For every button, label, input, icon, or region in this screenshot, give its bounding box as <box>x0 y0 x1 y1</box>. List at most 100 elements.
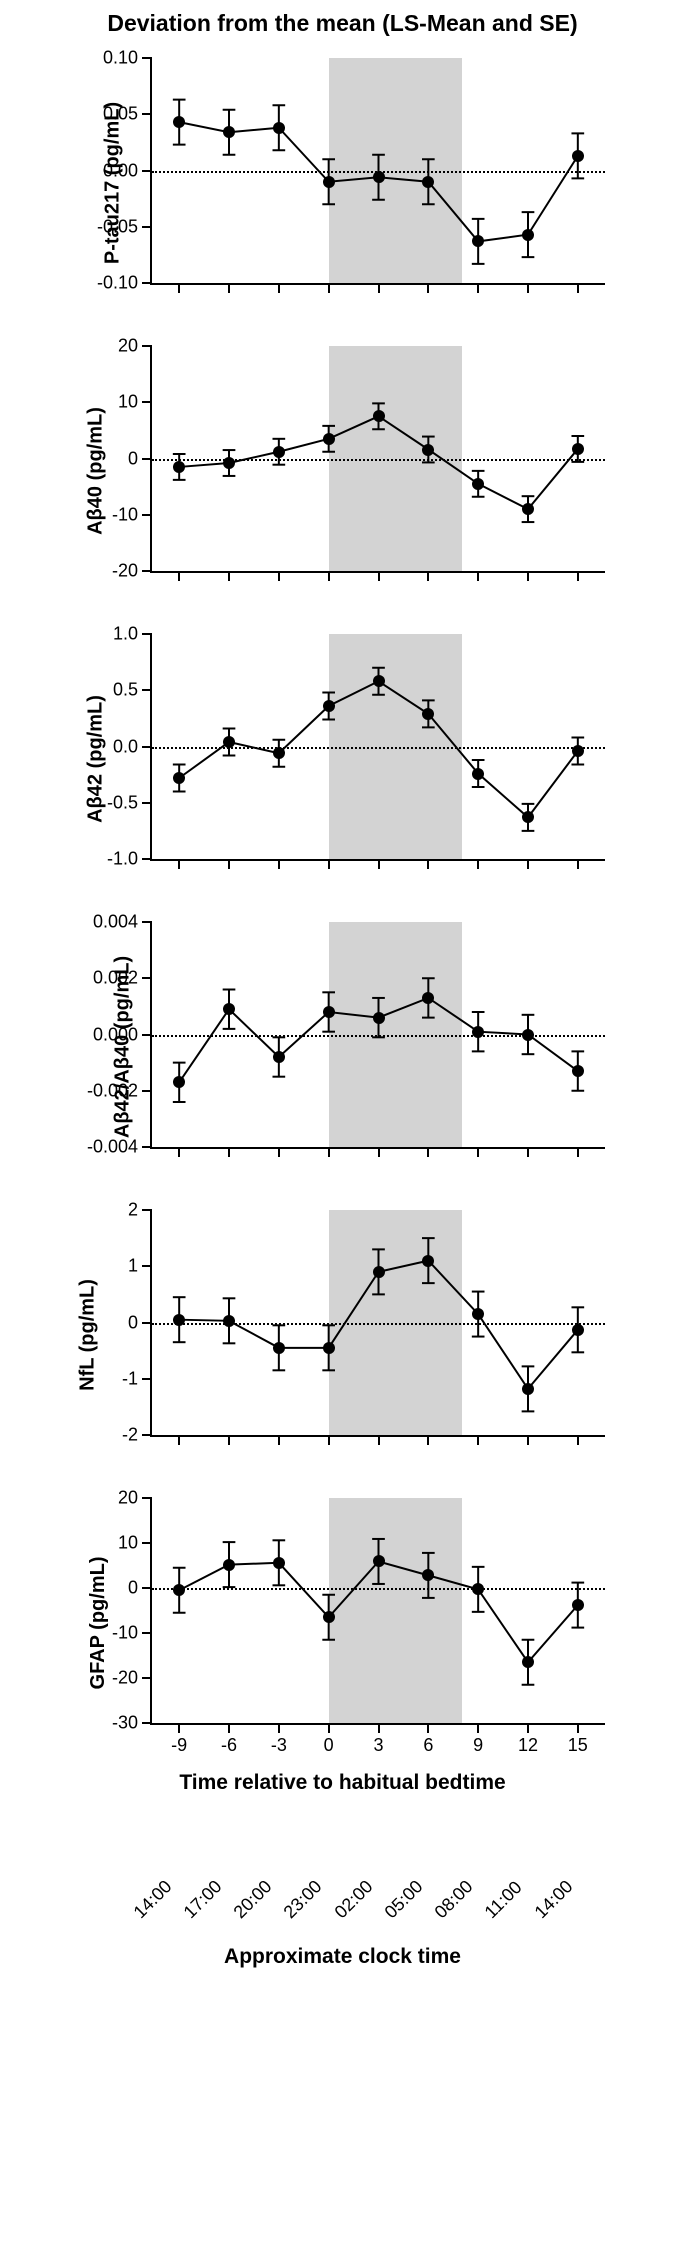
plot-area: -0.004-0.0020.0000.0020.004 <box>150 922 605 1149</box>
x-tick <box>178 571 180 581</box>
plot-area: -2-1012 <box>150 1210 605 1437</box>
y-tick-label: 0.5 <box>113 680 138 701</box>
data-point <box>522 1383 534 1395</box>
y-tick <box>142 921 152 923</box>
y-tick-label: 0.000 <box>93 1024 138 1045</box>
plot-area: -20-1001020 <box>150 346 605 573</box>
clock-time-row: 14:0017:0020:0023:0002:0005:0008:0011:00… <box>150 1815 605 1945</box>
y-tick <box>142 570 152 572</box>
plot-area: -0.10-0.050.000.050.10 <box>150 58 605 285</box>
y-tick-label: 20 <box>118 1488 138 1509</box>
plot-area: -30-20-1001020-9-6-303691215 <box>150 1498 605 1725</box>
x-tick-label: 6 <box>423 1735 433 1756</box>
y-tick-label: -1.0 <box>107 849 138 870</box>
y-tick-label: 20 <box>118 336 138 357</box>
data-point <box>323 176 335 188</box>
y-tick-label: -10 <box>112 504 138 525</box>
data-point <box>173 1314 185 1326</box>
x-tick <box>228 1723 230 1733</box>
data-point <box>373 410 385 422</box>
data-point <box>472 1026 484 1038</box>
x-tick <box>228 859 230 869</box>
y-tick <box>142 802 152 804</box>
data-point <box>373 171 385 183</box>
y-tick-label: 0.05 <box>103 104 138 125</box>
data-point <box>572 745 584 757</box>
x-tick <box>178 283 180 293</box>
y-tick <box>142 1265 152 1267</box>
data-point <box>422 1255 434 1267</box>
data-point <box>323 433 335 445</box>
data-point <box>373 1266 385 1278</box>
clock-time-label: 05:00 <box>380 1876 427 1923</box>
x-tick <box>278 1723 280 1733</box>
data-point <box>572 150 584 162</box>
y-tick <box>142 458 152 460</box>
x-tick <box>427 1147 429 1157</box>
x-tick <box>278 283 280 293</box>
x-tick <box>328 1435 330 1445</box>
y-tick <box>142 1034 152 1036</box>
x-tick <box>228 571 230 581</box>
x-tick <box>527 859 529 869</box>
data-point <box>273 446 285 458</box>
x-tick <box>477 283 479 293</box>
y-tick-label: 1.0 <box>113 624 138 645</box>
y-tick-label: -0.05 <box>97 216 138 237</box>
x-tick <box>427 283 429 293</box>
x-tick <box>328 1147 330 1157</box>
y-tick <box>142 57 152 59</box>
x-tick <box>378 571 380 581</box>
x-tick <box>378 1723 380 1733</box>
y-tick <box>142 1677 152 1679</box>
y-tick-label: 0.002 <box>93 968 138 989</box>
x-tick <box>477 859 479 869</box>
x-tick <box>427 571 429 581</box>
x-tick <box>328 283 330 293</box>
data-point <box>223 1315 235 1327</box>
y-tick-label: -10 <box>112 1623 138 1644</box>
x-tick <box>527 571 529 581</box>
data-point <box>373 1012 385 1024</box>
y-tick <box>142 1542 152 1544</box>
y-tick <box>142 746 152 748</box>
y-axis-label: P-tau217 (pg/mL) <box>102 102 125 264</box>
data-point <box>323 1611 335 1623</box>
x-tick <box>527 1723 529 1733</box>
data-point <box>572 1599 584 1611</box>
x-axis-label: Time relative to habitual bedtime <box>0 1771 685 1795</box>
y-tick-label: 10 <box>118 392 138 413</box>
x-tick <box>378 859 380 869</box>
y-tick <box>142 1378 152 1380</box>
x-tick <box>378 1435 380 1445</box>
x-tick <box>178 859 180 869</box>
x-tick-label: 3 <box>373 1735 383 1756</box>
y-tick-label: -1 <box>122 1368 138 1389</box>
x-tick <box>477 571 479 581</box>
data-svg <box>152 922 605 1147</box>
y-tick-label: 0 <box>128 448 138 469</box>
clock-time-label: 14:00 <box>530 1876 577 1923</box>
x-tick <box>378 1147 380 1157</box>
y-axis-label: Aβ42 (pg/mL) <box>84 695 107 823</box>
y-tick-label: 10 <box>118 1533 138 1554</box>
figure-title: Deviation from the mean (LS-Mean and SE) <box>0 10 685 37</box>
data-point <box>373 1555 385 1567</box>
y-tick <box>142 226 152 228</box>
x-tick <box>577 283 579 293</box>
x-tick <box>178 1723 180 1733</box>
clock-time-label: 20:00 <box>230 1876 277 1923</box>
y-tick <box>142 1587 152 1589</box>
x-tick <box>228 283 230 293</box>
x-tick-label: -9 <box>171 1735 187 1756</box>
x-tick <box>577 1435 579 1445</box>
data-point <box>422 176 434 188</box>
x-tick <box>527 283 529 293</box>
x-tick <box>178 1147 180 1157</box>
figure-container: Deviation from the mean (LS-Mean and SE)… <box>0 0 685 1989</box>
data-point <box>522 229 534 241</box>
clock-time-label: 02:00 <box>330 1876 377 1923</box>
data-point <box>223 457 235 469</box>
data-point <box>572 1065 584 1077</box>
y-tick <box>142 1146 152 1148</box>
